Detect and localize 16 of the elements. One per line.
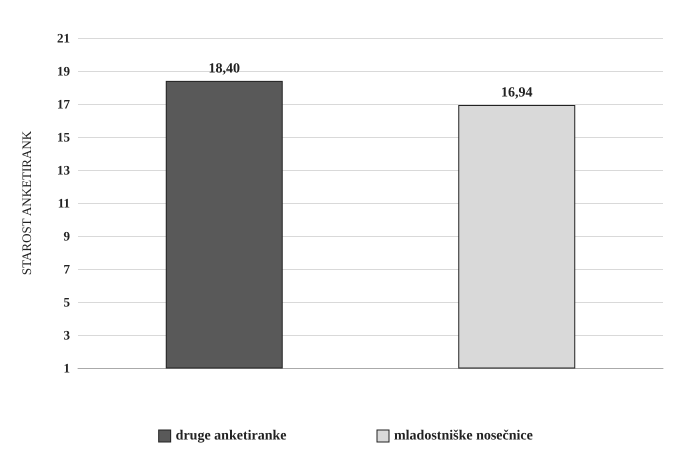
y-tick-label: 11 [58,196,70,210]
y-tick-label: 9 [64,228,70,244]
y-tick-label: 19 [57,64,70,78]
y-tick-label: 7 [64,262,70,276]
y-tick-label: 13 [57,162,70,178]
y-tick-label: 15 [57,130,70,144]
data-label: 16,94 [501,85,532,100]
y-tick-label: 17 [57,96,70,112]
legend-label: druge anketiranke [176,428,287,444]
legend-label: mladostniške nosečnice [394,428,533,444]
y-tick-label: 21 [57,30,70,46]
y-tick-label: 1 [64,360,70,376]
y-tick-label: 3 [64,328,70,342]
y-axis-title: STAROST ANKETIRANK [19,130,34,276]
data-label: 18,40 [208,61,240,76]
y-tick-label: 5 [64,294,70,310]
